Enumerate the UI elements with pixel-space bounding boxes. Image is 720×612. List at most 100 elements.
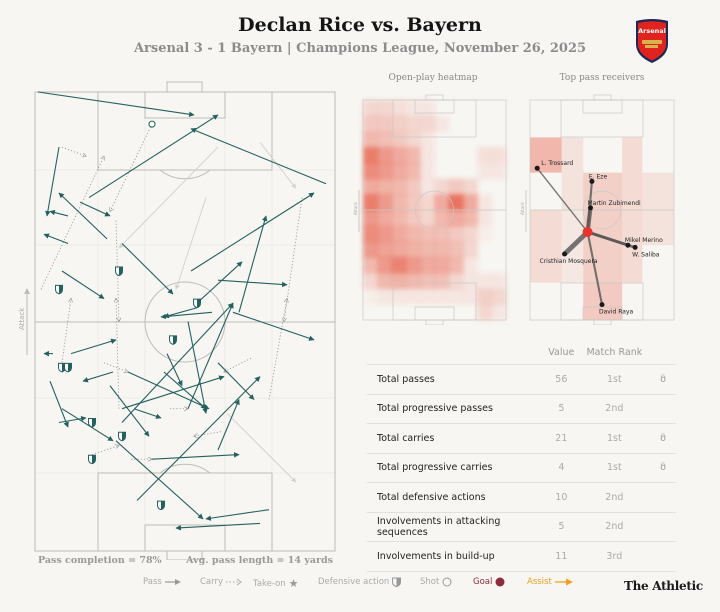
svg-text:Arsenal: Arsenal xyxy=(638,27,666,35)
pass xyxy=(49,380,69,428)
heat-cell xyxy=(377,257,393,274)
carry xyxy=(115,220,119,322)
goal-dot-icon xyxy=(495,577,505,587)
heat-cell xyxy=(405,147,421,164)
heat-cell xyxy=(491,304,507,321)
heat-cell xyxy=(391,131,407,148)
heat-cell xyxy=(491,147,507,164)
carry-arrow-icon xyxy=(226,578,242,586)
pass xyxy=(166,353,183,387)
pass xyxy=(133,408,162,419)
heat-cell xyxy=(363,225,378,242)
shot xyxy=(148,120,156,128)
heat-cell xyxy=(377,272,393,290)
receiver-zone xyxy=(530,210,562,283)
heat-cell xyxy=(477,272,493,290)
heat-cell xyxy=(448,241,464,258)
heat-cell xyxy=(363,288,378,305)
heat-cell xyxy=(377,178,393,195)
heat-cell xyxy=(420,131,435,148)
heat-cell xyxy=(491,272,507,290)
receivers-title: Top pass receivers xyxy=(559,73,645,83)
heatmap-pitch-lines xyxy=(362,94,507,325)
pass-completion: Pass completion = 78% xyxy=(38,555,162,566)
receiver-label: E. Eze xyxy=(589,173,608,180)
the-athletic-logo: The Athletic xyxy=(624,579,703,593)
stat-rank: 2nd xyxy=(578,393,650,424)
receiver-node xyxy=(562,251,568,257)
pass xyxy=(70,338,117,355)
pass xyxy=(190,128,327,185)
unsuccessful-pass xyxy=(175,197,207,290)
pass xyxy=(190,192,315,272)
pass xyxy=(205,509,270,521)
defensive-action-fill xyxy=(59,285,63,294)
heat-cell xyxy=(420,257,435,274)
pass xyxy=(187,302,234,409)
heat-cell xyxy=(420,147,435,164)
pass xyxy=(49,209,69,217)
heat-cell xyxy=(363,131,378,148)
heat-cell xyxy=(405,225,421,242)
heat-cell xyxy=(434,178,450,195)
attack-direction: Attack xyxy=(18,288,30,355)
pass xyxy=(238,215,268,313)
receiver-label: Mikel Merino xyxy=(625,237,663,244)
heat-cell xyxy=(363,147,378,164)
heat-cell xyxy=(377,147,393,164)
receiver-label: Martin Zubimendi xyxy=(587,200,641,207)
receiver-label: W. Saliba xyxy=(632,251,660,258)
match-subtitle: Arsenal 3 - 1 Bayern | Champions League,… xyxy=(133,41,587,56)
heat-cell xyxy=(448,178,464,195)
heat-cell xyxy=(448,225,464,242)
heat-cell xyxy=(391,241,407,258)
assist-arrow-icon xyxy=(554,578,573,586)
shield-icon xyxy=(392,577,402,587)
pass xyxy=(163,371,207,410)
heat-cell xyxy=(434,115,450,132)
pass xyxy=(187,321,208,414)
receiver-node xyxy=(534,165,540,171)
receiver-zone xyxy=(583,282,623,320)
stat-label: Involvements in build-up xyxy=(367,541,544,572)
heat-cell xyxy=(448,272,464,290)
heat-cell xyxy=(391,115,407,132)
heat-cell xyxy=(363,210,378,227)
unsuccessful-pass xyxy=(259,142,297,189)
heat-cell xyxy=(434,241,450,258)
heat-cell xyxy=(363,178,378,195)
heat-cell xyxy=(391,288,407,305)
receiver-label: Cristhian Mosquera xyxy=(540,258,598,265)
heat-cell xyxy=(363,100,378,117)
stats-row: Total carries 21 1st ʊ̈ xyxy=(367,423,676,453)
heat-cell xyxy=(477,194,493,211)
pass xyxy=(127,371,210,410)
receiver-node xyxy=(589,178,595,184)
receiver-node xyxy=(599,302,605,308)
stats-row: Involvements in build-up 11 3rd xyxy=(367,541,676,572)
heat-cell xyxy=(491,162,507,180)
receiver-node xyxy=(587,205,593,211)
heat-cell xyxy=(463,210,478,227)
stat-label: Total progressive carries xyxy=(367,452,544,483)
receiver-zone xyxy=(561,137,584,210)
stat-label: Total defensive actions xyxy=(367,482,544,512)
empty-cell xyxy=(650,541,676,572)
heatmap-title: Open-play heatmap xyxy=(388,73,478,83)
heat-cell xyxy=(391,162,407,180)
heat-cell xyxy=(420,115,435,132)
rice-node xyxy=(582,227,593,237)
heat-cell xyxy=(434,272,450,290)
stat-rank: 2nd xyxy=(578,511,650,542)
pass xyxy=(61,408,114,442)
stats-row: Total passes 56 1st ʊ̈ xyxy=(367,364,676,394)
heat-cell xyxy=(477,304,493,321)
carry xyxy=(40,156,104,290)
legend-defensive: Defensive action xyxy=(318,577,402,587)
stats-row: Total progressive carries 4 1st ʊ̈ xyxy=(367,452,676,483)
stats-row: Total defensive actions 10 2nd xyxy=(367,482,676,512)
empty-cell xyxy=(650,482,676,512)
defensive-action-fill xyxy=(161,501,165,510)
heat-cell xyxy=(363,257,378,274)
carry xyxy=(194,431,222,437)
